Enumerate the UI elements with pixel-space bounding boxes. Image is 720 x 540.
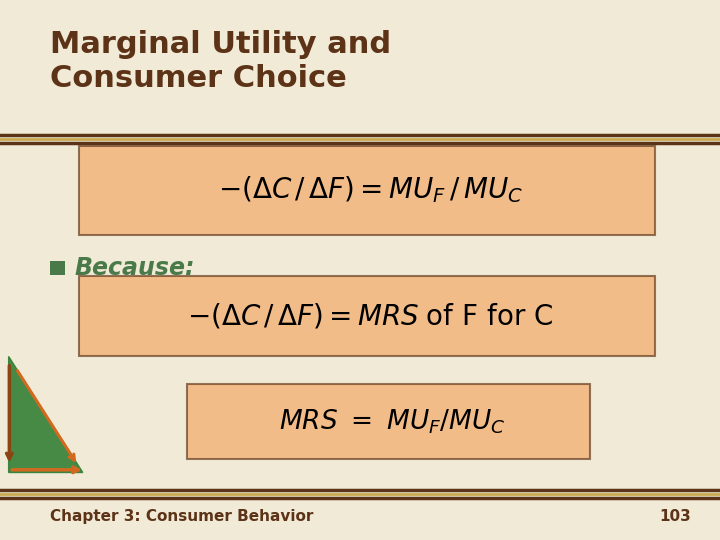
Text: $-\left(\Delta C\,/\,\Delta F\right)= MRS$$\;\mathrm{of\ F\ for\ C}$: $-\left(\Delta C\,/\,\Delta F\right)= MR… — [187, 302, 554, 331]
Bar — [50, 261, 65, 275]
Text: 103: 103 — [660, 509, 691, 524]
Text: $-\left(\Delta C\,/\,\Delta F\right)= MU_F\,/\,MU_C$: $-\left(\Delta C\,/\,\Delta F\right)= MU… — [218, 174, 523, 206]
FancyBboxPatch shape — [79, 146, 655, 235]
FancyBboxPatch shape — [187, 384, 590, 459]
Polygon shape — [9, 356, 83, 472]
FancyBboxPatch shape — [79, 276, 655, 356]
Text: Marginal Utility and
Consumer Choice: Marginal Utility and Consumer Choice — [50, 30, 392, 93]
Text: Because:: Because: — [74, 256, 194, 280]
Text: Chapter 3: Consumer Behavior: Chapter 3: Consumer Behavior — [50, 509, 314, 524]
Text: $MRS\ =\ MU_F/MU_C$: $MRS\ =\ MU_F/MU_C$ — [279, 408, 505, 436]
